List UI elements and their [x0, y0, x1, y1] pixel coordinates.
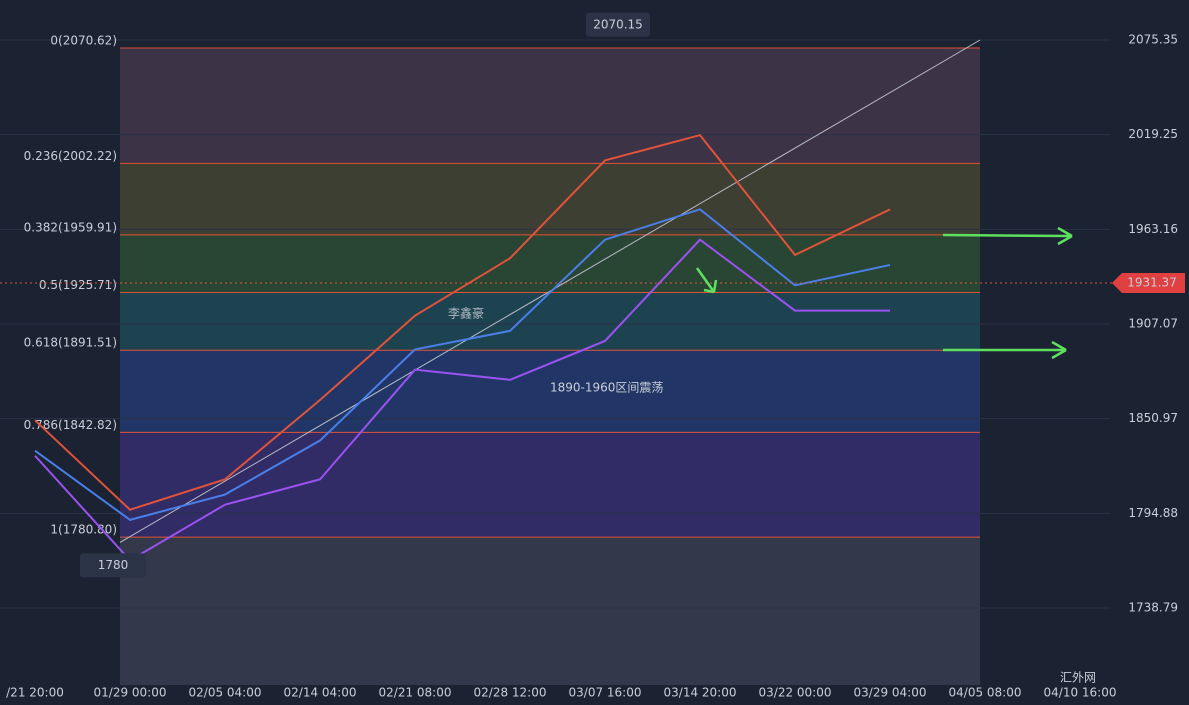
y-tick-label: 1738.79: [1128, 600, 1178, 614]
fib-label: 0.786(1842.82): [24, 418, 117, 432]
x-tick-label: 02/21 08:00: [379, 686, 452, 700]
band-line: [34, 208, 891, 521]
high-label: 2070.15: [593, 17, 643, 31]
x-tick-label: 02/05 04:00: [189, 686, 262, 700]
site-watermark: 汇外网: [1060, 671, 1096, 685]
y-tick-label: 2019.25: [1128, 127, 1178, 141]
fib-zone: [120, 234, 980, 293]
y-tick-label: 2075.35: [1128, 32, 1178, 46]
arrow: [1057, 226, 1073, 238]
fib-label: 0.5(1925.71): [39, 278, 117, 292]
fib-zone: [120, 432, 980, 538]
fib-zone: [120, 163, 980, 235]
low-label: 1780: [98, 558, 129, 572]
fib-label: 1(1780.80): [50, 523, 117, 537]
x-tick-label: 03/14 20:00: [664, 686, 737, 700]
high-box: [586, 12, 650, 37]
x-tick-label: 03/07 16:00: [569, 686, 642, 700]
y-tick-label: 1907.07: [1128, 316, 1178, 330]
y-tick-label: 1963.16: [1128, 222, 1178, 236]
x-tick-label: 02/28 12:00: [474, 686, 547, 700]
x-tick-label: 03/22 00:00: [759, 686, 832, 700]
last-price-tag: [1112, 272, 1185, 293]
watermark: 李鑫豪: [448, 306, 484, 321]
arrow: [1057, 234, 1073, 246]
band-line: [34, 133, 891, 511]
low-box: [80, 553, 146, 578]
last-price-label: 1931.37: [1127, 275, 1177, 289]
x-tick-label: 04/10 16:00: [1044, 686, 1117, 700]
arrow: [712, 279, 718, 293]
fib-label: 0.618(1891.51): [24, 336, 117, 350]
annotation: 1890-1960区间震荡: [550, 381, 663, 395]
x-tick-label: 04/05 08:00: [949, 686, 1022, 700]
arrow: [1051, 340, 1067, 352]
x-tick-label: /21 20:00: [6, 686, 64, 700]
arrow: [703, 288, 715, 294]
x-tick-label: 02/14 04:00: [284, 686, 357, 700]
x-tick-label: 03/29 04:00: [854, 686, 927, 700]
arrow: [1051, 348, 1067, 360]
arrow: [695, 267, 716, 293]
y-tick-label: 1794.88: [1128, 506, 1178, 520]
arrow: [942, 233, 1071, 238]
fib-zone: [120, 292, 980, 351]
fib-label: 0.382(1959.91): [24, 220, 117, 234]
y-tick-label: 1850.97: [1128, 411, 1178, 425]
fib-zone: [120, 47, 980, 164]
x-tick-label: 01/29 00:00: [94, 686, 167, 700]
fib-label: 0(2070.62): [50, 33, 117, 47]
fib-label: 0.236(2002.22): [24, 149, 117, 163]
fib-zone: [120, 537, 980, 685]
band-line: [34, 238, 890, 562]
